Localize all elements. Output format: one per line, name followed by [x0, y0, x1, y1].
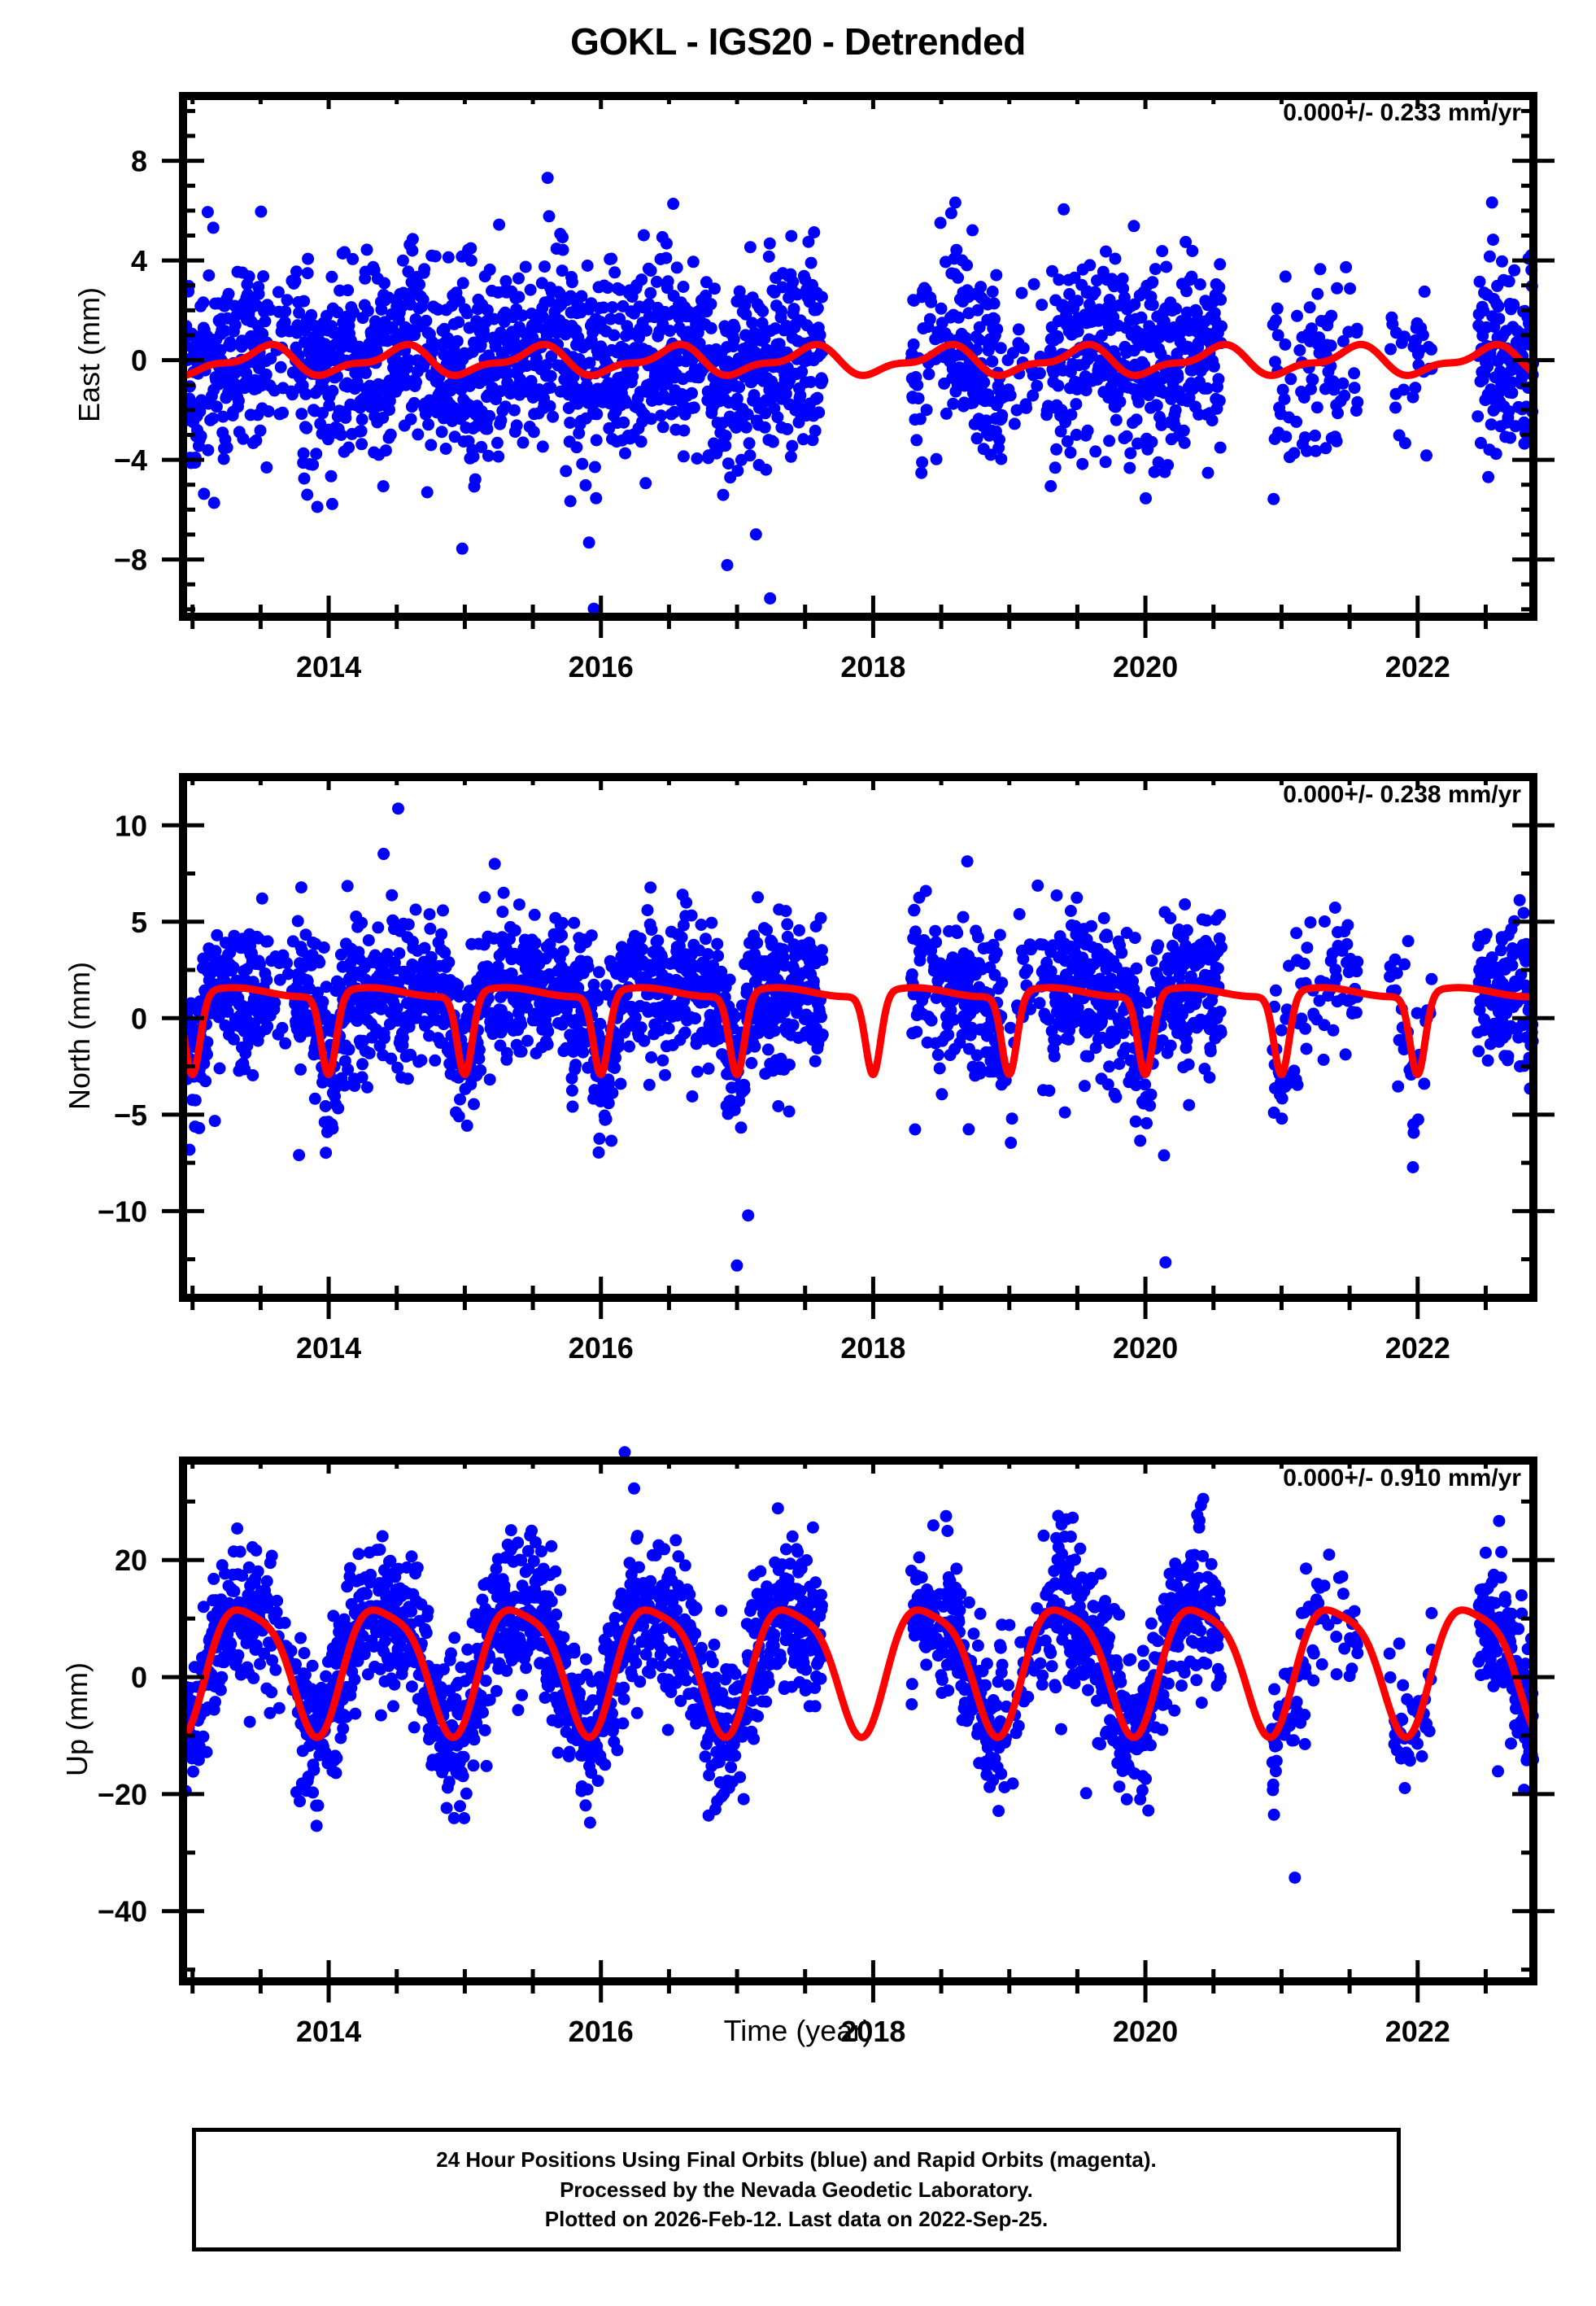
- svg-text:−40: −40: [98, 1895, 147, 1928]
- svg-text:2014: 2014: [296, 650, 361, 684]
- svg-text:2022: 2022: [1385, 2015, 1450, 2048]
- svg-text:−10: −10: [98, 1194, 147, 1228]
- svg-text:−8: −8: [114, 544, 147, 577]
- panel-east: 2014 2016 2018 2020 2022 −8 −4 0 4 8: [114, 92, 1555, 684]
- svg-text:0: 0: [131, 1002, 147, 1035]
- svg-text:−4: −4: [114, 443, 147, 477]
- north-rate-annotation: 0.000+/- 0.238 mm/yr: [1283, 781, 1521, 808]
- page-title: GOKL - IGS20 - Detrended: [570, 20, 1026, 63]
- svg-text:5: 5: [131, 906, 147, 939]
- east-y-axis-label: East (mm): [72, 287, 106, 422]
- caption-line-1: 24 Hour Positions Using Final Orbits (bl…: [436, 2147, 1157, 2172]
- svg-text:2020: 2020: [1113, 650, 1178, 684]
- svg-text:2014: 2014: [296, 1331, 361, 1365]
- svg-text:2020: 2020: [1113, 2015, 1178, 2048]
- east-rate-annotation: 0.000+/- 0.233 mm/yr: [1283, 99, 1521, 126]
- east-plot-area: 2014 2016 2018 2020 2022 −8 −4 0 4 8: [114, 92, 1555, 684]
- svg-text:2018: 2018: [840, 2015, 905, 2048]
- north-y-axis-label: North (mm): [63, 962, 96, 1110]
- svg-text:0: 0: [131, 344, 147, 378]
- svg-text:2016: 2016: [569, 2015, 634, 2048]
- svg-text:2016: 2016: [569, 650, 634, 684]
- svg-text:−20: −20: [98, 1778, 147, 1811]
- svg-text:10: 10: [115, 809, 147, 842]
- svg-text:20: 20: [115, 1544, 147, 1577]
- svg-text:2022: 2022: [1385, 650, 1450, 684]
- svg-text:2018: 2018: [840, 1331, 905, 1365]
- svg-text:−5: −5: [114, 1098, 147, 1132]
- svg-text:2016: 2016: [569, 1331, 634, 1365]
- svg-text:2018: 2018: [840, 650, 905, 684]
- panel-north: 2014 2016 2018 2020 2022 −10 −5 0 5 10: [98, 773, 1555, 1365]
- north-plot-area: 2014 2016 2018 2020 2022 −10 −5 0 5 10: [98, 773, 1555, 1365]
- panel-up: 2014 2016 2018 2020 2022 −40 −20 0 20: [98, 1446, 1555, 2048]
- x-axis-label: Time (year): [723, 2014, 873, 2047]
- svg-text:2014: 2014: [296, 2015, 361, 2048]
- svg-text:2022: 2022: [1385, 1331, 1450, 1365]
- svg-text:8: 8: [131, 145, 147, 178]
- caption-line-3: Plotted on 2026-Feb-12. Last data on 202…: [544, 2207, 1049, 2232]
- up-plot-area: 2014 2016 2018 2020 2022 −40 −20 0 20: [98, 1446, 1555, 2048]
- svg-text:0: 0: [131, 1661, 147, 1694]
- svg-text:4: 4: [131, 244, 147, 277]
- caption-line-2: Processed by the Nevada Geodetic Laborat…: [560, 2177, 1033, 2202]
- up-rate-annotation: 0.000+/- 0.910 mm/yr: [1283, 1465, 1521, 1491]
- figure-caption-box: 24 Hour Positions Using Final Orbits (bl…: [192, 2128, 1401, 2251]
- svg-text:2020: 2020: [1113, 1331, 1178, 1365]
- up-y-axis-label: Up (mm): [60, 1662, 94, 1776]
